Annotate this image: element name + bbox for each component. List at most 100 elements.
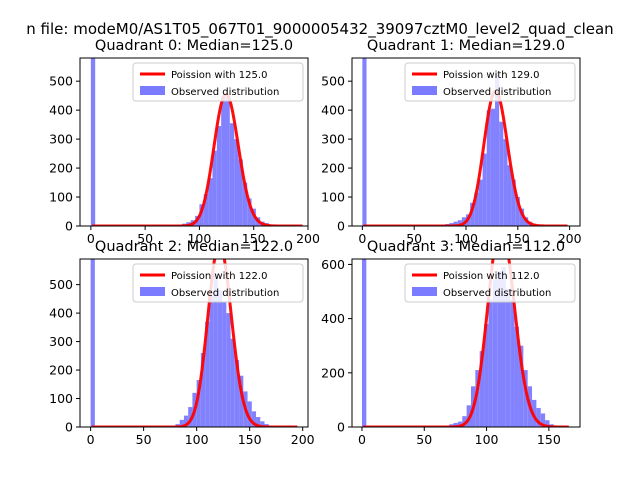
histogram-bar — [470, 202, 475, 226]
histogram-bar — [362, 58, 367, 226]
histogram-bar — [536, 408, 541, 427]
legend-box — [404, 62, 576, 102]
histogram-bar — [256, 417, 261, 427]
legend-box — [132, 62, 304, 102]
legend: Poission with 122.0 Observed distribution — [132, 263, 304, 303]
histogram-bar — [488, 299, 493, 427]
y-tick-label: 300 — [49, 132, 73, 147]
histogram-bar — [213, 273, 218, 427]
histogram-bar — [188, 407, 193, 427]
y-tick-label: 300 — [49, 334, 73, 349]
subplot-quadrant-2: Quadrant 2: Median=122.0 0 50 100 150 200 0 100… — [49, 239, 315, 447]
x-tick-label: 0 — [358, 231, 366, 246]
histogram-bar — [239, 375, 244, 427]
y-tick-label: 300 — [321, 132, 345, 147]
histogram-bar — [457, 421, 463, 427]
histogram-bar — [217, 290, 223, 427]
y-tick-label: 100 — [49, 190, 73, 205]
plot-area — [362, 58, 569, 226]
x-tick-label: 0 — [87, 432, 95, 447]
legend-hist-label: Observed distribution — [171, 288, 279, 299]
histogram-bar — [505, 288, 511, 427]
histogram-bar — [203, 194, 209, 226]
histogram-bar — [514, 326, 519, 427]
y-tick-label: 200 — [321, 365, 345, 380]
histogram-bar — [260, 421, 265, 427]
histogram-bar — [457, 220, 462, 226]
x-tick-label: 150 — [242, 231, 266, 246]
y-tick-label: 200 — [321, 161, 345, 176]
x-tick-label: 150 — [537, 432, 561, 447]
histogram-bar — [230, 338, 235, 427]
x-tick-label: 100 — [187, 231, 211, 246]
histogram-bar — [462, 416, 467, 427]
histogram-bar — [229, 123, 235, 226]
y-tick-label: 600 — [321, 257, 345, 272]
y-tick-label: 400 — [321, 103, 345, 118]
histogram-bar — [497, 271, 502, 427]
histogram-bar — [486, 110, 491, 226]
histogram-bar — [222, 301, 227, 427]
poisson-fit-line — [362, 89, 569, 226]
y-tick-label: 200 — [49, 161, 73, 176]
histogram-bar — [199, 204, 204, 226]
subplot-title: Quadrant 1: Median=129.0 — [367, 38, 565, 54]
x-tick-label: 200 — [291, 432, 315, 447]
x-tick-label: 100 — [475, 432, 499, 447]
histogram-bar — [540, 413, 546, 427]
x-tick-label: 50 — [136, 432, 152, 447]
legend-hist-swatch — [412, 287, 437, 296]
histogram-bar — [200, 352, 206, 427]
histogram-bar — [90, 58, 96, 226]
axes-frame — [79, 57, 309, 227]
histogram-bar — [234, 360, 240, 427]
histogram-bar — [545, 420, 550, 427]
x-tick-label: 200 — [296, 231, 320, 246]
legend-box — [132, 263, 304, 303]
legend: Poission with 125.0 Observed distribution — [132, 62, 304, 102]
axes-frame — [79, 258, 309, 428]
x-tick-label: 50 — [416, 432, 432, 447]
poisson-fit-line — [362, 259, 570, 427]
axes-frame — [351, 258, 581, 428]
histogram-bar — [507, 165, 512, 226]
histogram-bar — [510, 299, 515, 427]
y-tick-label: 0 — [337, 219, 345, 234]
x-tick-label: 0 — [358, 432, 366, 447]
legend-hist-swatch — [412, 86, 437, 95]
legend-hist-label: Observed distribution — [171, 87, 279, 98]
histogram-bar — [492, 279, 498, 427]
legend-hist-swatch — [140, 86, 165, 95]
histogram-bar — [216, 126, 222, 226]
y-tick-label: 400 — [49, 306, 73, 321]
x-tick-label: 150 — [238, 432, 262, 447]
histogram-bar — [515, 197, 520, 226]
subplot-title: Quadrant 3: Median=112.0 — [367, 239, 565, 255]
legend-fit-label: Poission with 129.0 — [443, 70, 539, 81]
histogram-bar — [453, 422, 458, 427]
histogram-bar — [511, 179, 516, 226]
y-tick-label: 400 — [49, 103, 73, 118]
y-tick-label: 0 — [337, 420, 345, 435]
histogram-bar — [208, 178, 213, 226]
subplot-title: Quadrant 0: Median=125.0 — [95, 38, 293, 54]
poisson-fit-line — [91, 92, 303, 226]
histogram-bar — [475, 370, 480, 427]
x-tick-label: 100 — [185, 432, 209, 447]
y-tick-label: 500 — [321, 74, 345, 89]
histogram-bar — [482, 153, 487, 226]
histogram-bar — [212, 150, 217, 226]
histogram-bar — [225, 95, 230, 226]
subplot-quadrant-0: Quadrant 0: Median=125.0 0 50 100 150 200 0 100… — [49, 38, 320, 246]
y-tick-label: 0 — [65, 219, 73, 234]
histogram-bar — [499, 121, 504, 226]
histogram-bar — [247, 401, 252, 427]
x-tick-label: 100 — [454, 231, 478, 246]
legend-box — [404, 263, 576, 303]
histogram-bar — [518, 345, 524, 427]
histogram-bar — [242, 182, 248, 226]
histogram-bar — [226, 313, 231, 427]
legend-hist-swatch — [140, 287, 165, 296]
plot-area — [90, 58, 303, 226]
